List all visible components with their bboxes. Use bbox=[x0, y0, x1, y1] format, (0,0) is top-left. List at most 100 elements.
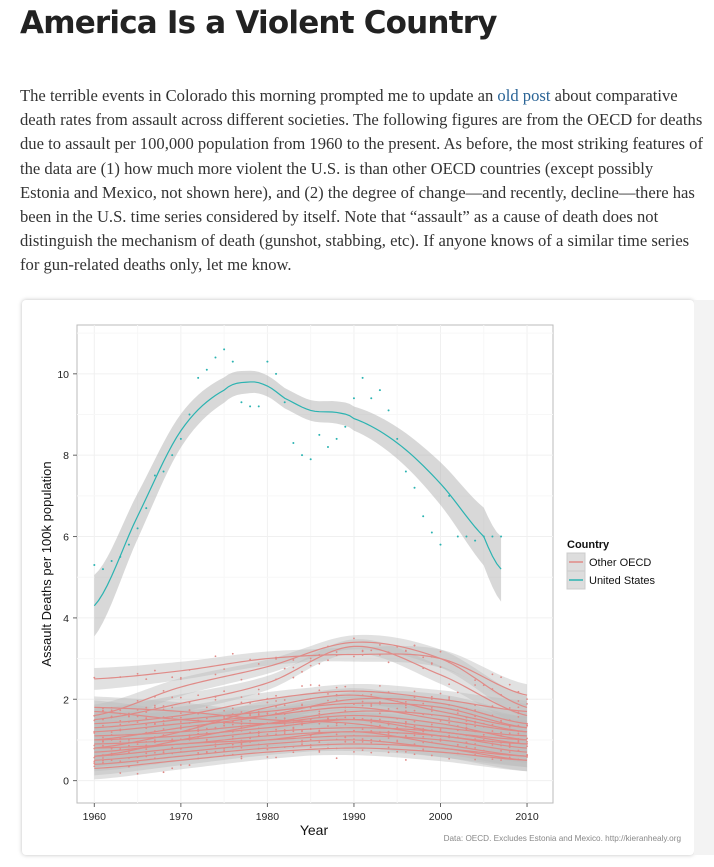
other-oecd-point bbox=[353, 655, 355, 658]
other-oecd-point bbox=[275, 716, 277, 719]
other-oecd-point bbox=[526, 724, 528, 727]
other-oecd-point bbox=[257, 688, 260, 691]
us-point bbox=[422, 515, 425, 518]
us-point bbox=[344, 425, 347, 428]
us-point bbox=[136, 527, 139, 530]
other-oecd-point bbox=[361, 700, 364, 703]
other-oecd-point bbox=[482, 733, 485, 736]
other-oecd-confidence-band bbox=[94, 708, 528, 751]
other-oecd-point bbox=[353, 717, 355, 719]
other-oecd-point bbox=[145, 711, 148, 714]
us-point bbox=[491, 535, 494, 538]
other-oecd-point bbox=[413, 696, 416, 699]
us-confidence-band bbox=[94, 370, 502, 637]
us-point bbox=[197, 376, 200, 379]
other-oecd-point bbox=[413, 753, 416, 756]
other-oecd-confidence-band bbox=[94, 634, 528, 727]
other-oecd-smooth-line bbox=[94, 645, 528, 721]
other-oecd-point bbox=[231, 743, 234, 746]
other-oecd-point bbox=[110, 709, 113, 712]
y-tick-label: 4 bbox=[63, 613, 69, 625]
us-point bbox=[326, 446, 329, 449]
other-oecd-smooth-line bbox=[94, 747, 528, 770]
other-oecd-smooth-line bbox=[94, 731, 528, 757]
other-oecd-smooth-line bbox=[94, 641, 528, 717]
other-oecd-point bbox=[474, 725, 477, 728]
other-oecd-point bbox=[396, 739, 399, 742]
other-oecd-point bbox=[136, 761, 139, 764]
other-oecd-point bbox=[301, 685, 303, 687]
other-oecd-point bbox=[214, 745, 217, 748]
other-oecd-point bbox=[344, 716, 347, 719]
other-oecd-confidence-band bbox=[94, 639, 528, 731]
other-oecd-point bbox=[517, 732, 520, 735]
other-oecd-smooth-line bbox=[94, 694, 528, 749]
other-oecd-point bbox=[266, 712, 269, 715]
other-oecd-point bbox=[309, 664, 312, 667]
us-point bbox=[396, 437, 399, 440]
y-tick-label: 2 bbox=[63, 694, 69, 706]
us-point bbox=[110, 559, 113, 562]
other-oecd-point bbox=[387, 751, 390, 754]
other-oecd-point bbox=[171, 706, 174, 709]
us-point bbox=[500, 535, 503, 538]
other-oecd-point bbox=[379, 724, 381, 727]
other-oecd-point bbox=[448, 696, 451, 699]
other-oecd-point bbox=[439, 720, 442, 722]
other-oecd-point bbox=[396, 707, 399, 710]
other-oecd-point bbox=[387, 661, 390, 664]
other-oecd-point bbox=[474, 684, 477, 686]
other-oecd-point bbox=[430, 662, 433, 664]
other-oecd-smooth-line bbox=[94, 706, 528, 745]
other-oecd-point bbox=[422, 735, 425, 738]
other-oecd-point bbox=[171, 696, 174, 699]
other-oecd-point bbox=[396, 750, 399, 753]
other-oecd-point bbox=[119, 748, 122, 750]
other-oecd-point bbox=[448, 734, 451, 737]
legend-label-other-oecd: Other OECD bbox=[589, 557, 651, 569]
other-oecd-smooth-line bbox=[94, 719, 528, 741]
other-oecd-point bbox=[102, 736, 104, 739]
other-oecd-point bbox=[318, 722, 321, 725]
y-tick-label: 6 bbox=[63, 532, 69, 544]
other-oecd-point bbox=[379, 718, 381, 721]
other-oecd-point bbox=[231, 735, 234, 738]
other-oecd-point bbox=[327, 725, 329, 727]
other-oecd-point bbox=[275, 658, 277, 660]
other-oecd-point bbox=[353, 751, 355, 753]
other-oecd-point bbox=[266, 733, 269, 736]
other-oecd-point bbox=[309, 738, 312, 741]
other-oecd-point bbox=[491, 758, 494, 761]
us-point bbox=[335, 437, 338, 440]
other-oecd-confidence-band bbox=[94, 712, 528, 751]
other-oecd-point bbox=[318, 689, 321, 692]
x-tick-label: 2010 bbox=[515, 811, 539, 823]
other-oecd-point bbox=[508, 756, 511, 759]
other-oecd-point bbox=[309, 746, 312, 749]
us-point bbox=[145, 507, 148, 510]
other-oecd-point bbox=[283, 717, 286, 720]
other-oecd-point bbox=[102, 709, 104, 712]
x-tick-label: 1990 bbox=[342, 811, 366, 823]
other-oecd-point bbox=[128, 715, 130, 718]
us-point bbox=[249, 405, 252, 408]
old-post-link[interactable]: old post bbox=[497, 86, 551, 105]
other-oecd-point bbox=[275, 700, 277, 702]
other-oecd-smooth-line bbox=[94, 743, 528, 765]
other-oecd-point bbox=[413, 734, 416, 737]
other-oecd-point bbox=[439, 728, 442, 731]
other-oecd-smooth-line bbox=[94, 735, 528, 753]
us-point bbox=[292, 441, 295, 444]
other-oecd-point bbox=[500, 676, 502, 679]
other-oecd-point bbox=[318, 751, 321, 753]
other-oecd-point bbox=[344, 709, 347, 712]
y-axis-title: Assault Deaths per 100k population bbox=[39, 461, 54, 666]
other-oecd-point bbox=[119, 719, 122, 722]
other-oecd-point bbox=[413, 725, 416, 728]
other-oecd-point bbox=[240, 711, 243, 713]
other-oecd-point bbox=[344, 741, 347, 743]
other-oecd-smooth-line bbox=[94, 706, 528, 733]
us-point bbox=[318, 433, 321, 436]
other-oecd-point bbox=[240, 742, 243, 745]
other-oecd-point bbox=[223, 690, 226, 693]
